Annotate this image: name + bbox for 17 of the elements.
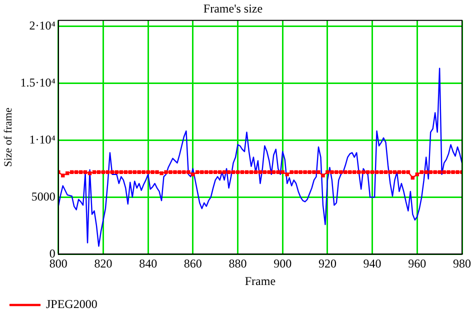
y-tick-label: 2·10⁴ bbox=[29, 18, 56, 32]
x-tick-label: 980 bbox=[453, 256, 471, 271]
x-tick-label: 820 bbox=[94, 256, 112, 271]
x-tick-label: 920 bbox=[318, 256, 336, 271]
y-tick-label: 1.5·10⁴ bbox=[20, 75, 56, 90]
x-tick-label: 860 bbox=[184, 256, 202, 271]
y-tick-label: 5000 bbox=[31, 189, 56, 204]
x-tick-label: 840 bbox=[139, 256, 158, 271]
x-axis-title: Frame bbox=[244, 274, 276, 288]
x-tick-label: 940 bbox=[363, 256, 382, 271]
x-tick-label: 880 bbox=[228, 256, 247, 271]
x-tick-label: 900 bbox=[274, 256, 292, 271]
y-axis-title: Size of frame bbox=[2, 108, 14, 167]
chart-title: Frame's size bbox=[203, 1, 263, 16]
legend-label: JPEG2000 bbox=[46, 297, 98, 312]
x-tick-label: 960 bbox=[408, 256, 426, 271]
y-tick-label: 1·10⁴ bbox=[29, 132, 56, 146]
